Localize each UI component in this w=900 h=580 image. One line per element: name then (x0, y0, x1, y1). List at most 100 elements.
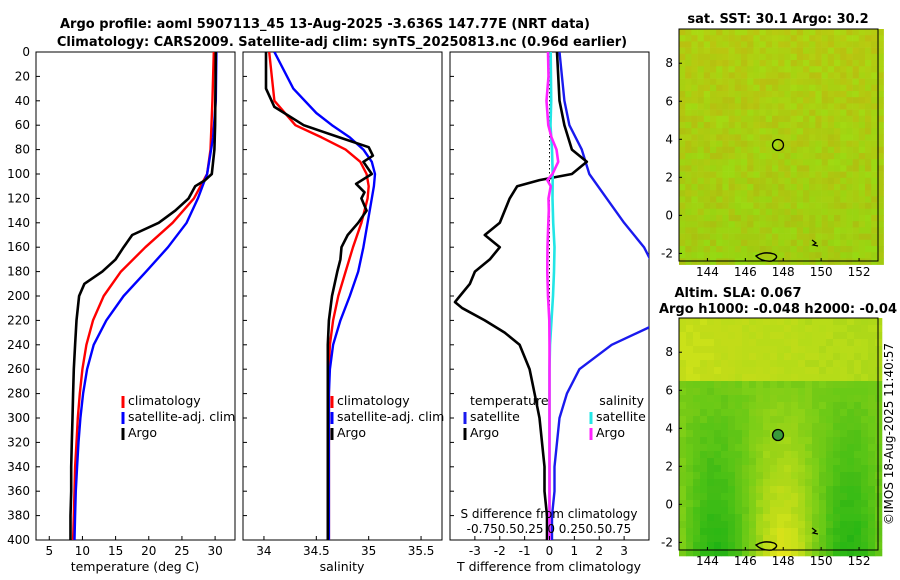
sla-cell (833, 465, 841, 473)
sla-cell (812, 346, 820, 354)
sst-cell (877, 159, 884, 166)
sst-cell (815, 252, 822, 259)
sst-cell (871, 177, 878, 185)
sst-cell (803, 159, 810, 166)
sla-cell (756, 332, 764, 340)
sla-cell (777, 521, 785, 529)
sla-cell (847, 486, 855, 494)
sla-cell (812, 549, 820, 557)
sla-cell (840, 402, 848, 410)
sst-cell (728, 246, 736, 253)
sla-cell (847, 388, 855, 396)
sst-cell (772, 78, 779, 86)
sla-cell (868, 360, 876, 368)
sla-cell (875, 458, 883, 466)
sla-cell (805, 367, 813, 375)
sla-cell (742, 360, 750, 368)
sla-cell (833, 423, 841, 431)
sst-cell (753, 202, 760, 210)
sst-cell (778, 246, 785, 253)
sla-cell (812, 381, 820, 389)
sla-cell (798, 486, 806, 494)
sla-cell (861, 381, 869, 389)
series-line-climatology (71, 52, 215, 540)
sst-cell (759, 239, 767, 247)
sst-cell (691, 91, 698, 98)
sst-cell (741, 246, 748, 253)
sla-cell (791, 458, 799, 466)
sst-cell (759, 29, 767, 36)
sla-cell (784, 458, 792, 466)
sla-cell (791, 325, 799, 333)
sst-cell (691, 47, 698, 55)
sst-cell (728, 35, 736, 42)
sla-cell (798, 479, 806, 487)
sst-cell (821, 252, 829, 259)
sst-cell (778, 29, 785, 36)
sla-cell (679, 486, 687, 494)
sst-cell (728, 47, 736, 55)
sst-cell (846, 202, 853, 210)
sst-cell (691, 258, 698, 265)
sst-cell (827, 66, 835, 73)
sst-cell (703, 91, 711, 98)
sst-cell (784, 196, 791, 203)
sst-cell (759, 159, 767, 166)
sst-cell (716, 202, 723, 210)
sla-cell (714, 402, 722, 410)
sst-cell (734, 171, 742, 179)
sla-cell (728, 374, 736, 382)
sst-cell (716, 115, 723, 123)
sst-cell (846, 239, 853, 247)
sst-cell (691, 134, 698, 141)
sst-cell (772, 29, 779, 36)
sst-cell (703, 47, 711, 55)
sla-cell (875, 332, 883, 340)
sst-cell (759, 190, 767, 197)
sst-cell (865, 41, 872, 48)
sla-cell (679, 367, 687, 375)
sst-cell (834, 91, 841, 98)
sst-cell (753, 103, 760, 110)
map-y-tick-label: -2 (661, 535, 673, 549)
x-tick-label: 30 (207, 544, 222, 558)
sla-cell (749, 521, 757, 529)
sla-cell (728, 325, 736, 333)
sla-cell (707, 521, 715, 529)
sla-cell (707, 451, 715, 459)
sla-cell (700, 542, 708, 550)
sla-cell (721, 318, 729, 326)
sla-cell (686, 458, 694, 466)
sla-cell (868, 437, 876, 445)
sst-cell (691, 227, 698, 234)
sst-cell (765, 190, 773, 197)
sst-cell (753, 128, 760, 135)
x-tick-label: 35 (361, 544, 376, 558)
sst-cell (710, 140, 717, 148)
sla-cell (714, 388, 722, 396)
sst-cell (722, 60, 729, 67)
sst-cell (809, 66, 816, 73)
sla-cell (756, 325, 764, 333)
series-line-argo (264, 52, 375, 540)
sla-cell (854, 381, 862, 389)
sla-cell (749, 514, 757, 522)
sst-cell (722, 84, 729, 92)
sla-map-title1: Altim. SLA: 0.067 (675, 286, 802, 301)
sla-cell (721, 486, 729, 494)
sla-cell (735, 465, 743, 473)
sst-cell (827, 128, 835, 135)
sla-cell (826, 353, 834, 361)
sst-cell (790, 252, 798, 259)
sst-cell (685, 239, 692, 247)
sst-cell (840, 171, 847, 179)
sst-cell (753, 221, 760, 228)
sla-cell (833, 402, 841, 410)
sst-cell (858, 29, 866, 36)
sst-cell (815, 41, 822, 48)
sst-cell (796, 258, 804, 265)
sla-cell (742, 381, 750, 389)
sst-cell (871, 109, 878, 117)
sla-cell (742, 444, 750, 452)
sst-cell (821, 196, 829, 203)
